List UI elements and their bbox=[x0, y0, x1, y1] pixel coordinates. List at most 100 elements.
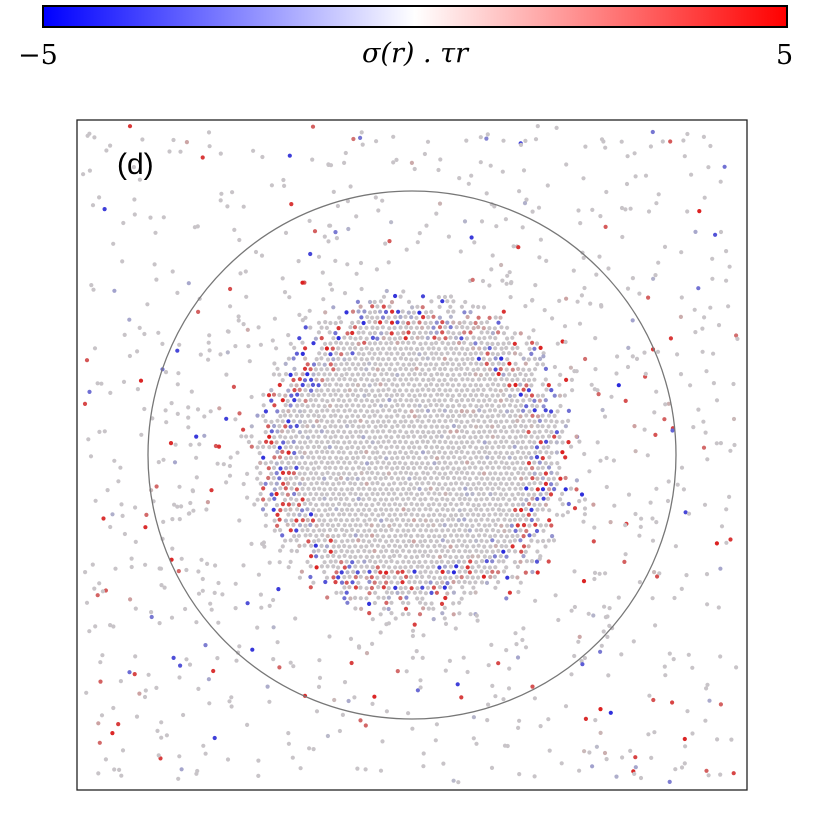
particle-point bbox=[319, 388, 324, 393]
particle-point bbox=[471, 512, 476, 517]
particle-point bbox=[566, 418, 571, 423]
particle-point bbox=[650, 129, 655, 135]
particle-point bbox=[286, 356, 291, 361]
particle-point bbox=[356, 549, 361, 554]
particle-point bbox=[142, 331, 147, 337]
particle-point bbox=[546, 496, 551, 501]
particle-point bbox=[414, 461, 419, 466]
particle-point bbox=[520, 225, 525, 230]
particle-point bbox=[424, 223, 429, 228]
particle-point bbox=[302, 450, 307, 455]
particle-point bbox=[404, 377, 409, 382]
particle-point bbox=[378, 487, 383, 492]
particle-point bbox=[353, 409, 358, 414]
particle-point bbox=[512, 560, 518, 565]
particle-point bbox=[460, 377, 465, 382]
particle-point bbox=[98, 679, 103, 684]
particle-point bbox=[303, 523, 308, 528]
particle-point bbox=[355, 372, 361, 377]
particle-point bbox=[412, 560, 417, 565]
particle-point bbox=[194, 620, 199, 625]
particle-point bbox=[271, 507, 276, 512]
particle-point bbox=[404, 346, 409, 351]
particle-point bbox=[519, 497, 524, 502]
particle-point bbox=[507, 270, 512, 275]
particle-point bbox=[353, 585, 358, 590]
particle-point bbox=[540, 465, 545, 470]
particle-point bbox=[412, 383, 417, 388]
particle-point bbox=[451, 434, 456, 439]
particle-point bbox=[83, 570, 88, 575]
particle-point bbox=[361, 330, 366, 335]
particle-point bbox=[98, 660, 103, 665]
particle-point bbox=[295, 392, 300, 397]
particle-point bbox=[499, 439, 504, 444]
particle-point bbox=[504, 439, 509, 444]
particle-point bbox=[386, 586, 391, 591]
particle-point bbox=[443, 621, 449, 627]
particle-point bbox=[442, 523, 447, 528]
particle-point bbox=[474, 445, 479, 450]
particle-point bbox=[454, 429, 459, 434]
particle-point bbox=[386, 491, 391, 496]
particle-point bbox=[597, 254, 602, 259]
particle-point bbox=[406, 310, 411, 315]
particle-point bbox=[272, 403, 277, 408]
particle-point bbox=[482, 335, 487, 341]
particle-point bbox=[652, 410, 657, 415]
particle-point bbox=[546, 559, 551, 564]
particle-point bbox=[566, 408, 572, 413]
particle-point bbox=[300, 455, 305, 460]
particle-point bbox=[467, 580, 472, 585]
particle-point bbox=[373, 361, 378, 367]
particle-point bbox=[366, 424, 371, 429]
particle-point bbox=[493, 543, 498, 549]
particle-point bbox=[538, 450, 543, 455]
particle-point bbox=[490, 382, 496, 387]
particle-point bbox=[263, 430, 268, 435]
particle-point bbox=[538, 471, 543, 476]
particle-point bbox=[488, 481, 493, 486]
particle-point bbox=[434, 424, 439, 429]
particle-point bbox=[581, 579, 587, 584]
particle-point bbox=[316, 424, 322, 429]
particle-point bbox=[548, 440, 554, 445]
particle-point bbox=[314, 471, 319, 476]
particle-point bbox=[496, 486, 501, 491]
particle-point bbox=[364, 367, 369, 372]
particle-point bbox=[389, 600, 394, 605]
particle-point bbox=[485, 570, 490, 575]
particle-point bbox=[415, 523, 420, 528]
particle-point bbox=[179, 504, 184, 509]
particle-point bbox=[451, 404, 456, 409]
particle-point bbox=[360, 142, 365, 147]
particle-point bbox=[344, 466, 349, 471]
particle-point bbox=[353, 388, 358, 393]
particle-point bbox=[521, 544, 527, 549]
particle-point bbox=[311, 341, 316, 346]
particle-point bbox=[333, 230, 338, 235]
particle-point bbox=[418, 341, 423, 346]
particle-point bbox=[221, 462, 226, 467]
particle-point bbox=[246, 344, 251, 349]
particle-point bbox=[229, 695, 234, 700]
particle-point bbox=[581, 176, 586, 181]
particle-point bbox=[457, 549, 462, 554]
particle-point bbox=[471, 544, 476, 549]
particle-point bbox=[263, 409, 268, 414]
particle-point bbox=[188, 500, 193, 506]
particle-point bbox=[272, 444, 277, 449]
particle-point bbox=[339, 570, 344, 575]
particle-point bbox=[339, 560, 344, 565]
particle-point bbox=[518, 517, 523, 522]
particle-point bbox=[411, 351, 417, 356]
particle-point bbox=[510, 544, 515, 549]
particle-point bbox=[356, 486, 361, 491]
particle-point bbox=[415, 429, 420, 434]
particle-point bbox=[431, 377, 436, 382]
particle-point bbox=[616, 383, 621, 388]
particle-point bbox=[503, 217, 508, 222]
particle-point bbox=[311, 444, 316, 450]
particle-point bbox=[426, 377, 431, 382]
particle-point bbox=[517, 772, 522, 777]
